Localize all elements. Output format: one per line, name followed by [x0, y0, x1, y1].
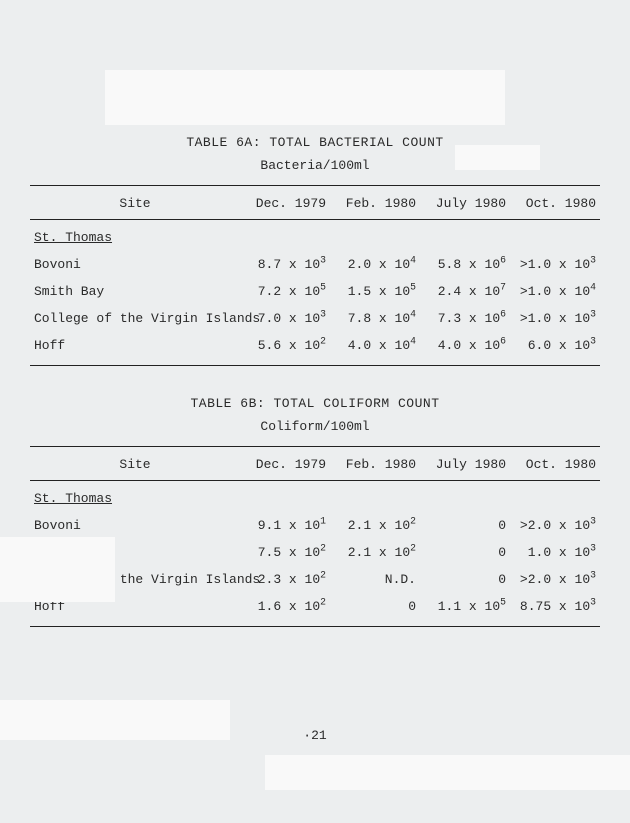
value-cell: 0: [330, 593, 420, 627]
scan-highlight-patch: [105, 70, 505, 125]
value-cell: 6.0 x 103: [510, 332, 600, 366]
site-cell: College of the Virgin Islands: [30, 305, 240, 332]
scan-highlight-patch: [265, 755, 630, 790]
table-row: College of the Virgin Islands7.0 x 1037.…: [30, 305, 600, 332]
scan-highlight-patch: [455, 145, 540, 170]
site-cell: Bovoni: [30, 251, 240, 278]
table-6a-body: St. Thomas Bovoni8.7 x 1032.0 x 1045.8 x…: [30, 220, 600, 366]
value-cell: 8.75 x 103: [510, 593, 600, 627]
value-cell: >2.0 x 103: [510, 512, 600, 539]
value-cell: 1.6 x 102: [240, 593, 330, 627]
value-cell: 7.5 x 102: [240, 539, 330, 566]
scanned-page: TABLE 6A: TOTAL BACTERIAL COUNT Bacteria…: [0, 0, 630, 823]
col-site: Site: [30, 186, 240, 220]
col-site: Site: [30, 447, 240, 481]
value-cell: 7.2 x 105: [240, 278, 330, 305]
table-header-row: Site Dec. 1979 Feb. 1980 July 1980 Oct. …: [30, 186, 600, 220]
value-cell: 0: [420, 539, 510, 566]
site-cell: Bovoni: [30, 512, 240, 539]
table-6b-block: TABLE 6B: TOTAL COLIFORM COUNT Coliform/…: [30, 396, 600, 627]
col-dec-1979: Dec. 1979: [240, 186, 330, 220]
value-cell: 9.1 x 101: [240, 512, 330, 539]
value-cell: 4.0 x 106: [420, 332, 510, 366]
table-row: Hoff1.6 x 10201.1 x 1058.75 x 103: [30, 593, 600, 627]
col-oct-1980: Oct. 1980: [510, 186, 600, 220]
value-cell: 8.7 x 103: [240, 251, 330, 278]
table-6b-subtitle: Coliform/100ml: [30, 419, 600, 434]
value-cell: 2.0 x 104: [330, 251, 420, 278]
table-row: Hoff5.6 x 1024.0 x 1044.0 x 1066.0 x 103: [30, 332, 600, 366]
value-cell: 0: [420, 566, 510, 593]
table-6a: Site Dec. 1979 Feb. 1980 July 1980 Oct. …: [30, 185, 600, 366]
value-cell: N.D.: [330, 566, 420, 593]
value-cell: >1.0 x 103: [510, 305, 600, 332]
value-cell: 1.0 x 103: [510, 539, 600, 566]
site-cell: Hoff: [30, 332, 240, 366]
table-row: Bovoni8.7 x 1032.0 x 1045.8 x 106>1.0 x …: [30, 251, 600, 278]
table-row: Bovoni9.1 x 1012.1 x 1020>2.0 x 103: [30, 512, 600, 539]
section-label: St. Thomas: [34, 491, 112, 506]
value-cell: >2.0 x 103: [510, 566, 600, 593]
table-6b-body: St. Thomas Bovoni9.1 x 1012.1 x 1020>2.0…: [30, 481, 600, 627]
col-july-1980: July 1980: [420, 447, 510, 481]
col-july-1980: July 1980: [420, 186, 510, 220]
value-cell: 2.1 x 102: [330, 539, 420, 566]
section-row: St. Thomas: [30, 220, 600, 252]
value-cell: 7.3 x 106: [420, 305, 510, 332]
value-cell: >1.0 x 104: [510, 278, 600, 305]
value-cell: >1.0 x 103: [510, 251, 600, 278]
value-cell: 5.8 x 106: [420, 251, 510, 278]
col-feb-1980: Feb. 1980: [330, 447, 420, 481]
value-cell: 1.5 x 105: [330, 278, 420, 305]
value-cell: 2.1 x 102: [330, 512, 420, 539]
table-row: College of the Virgin Islands2.3 x 102N.…: [30, 566, 600, 593]
value-cell: 7.8 x 104: [330, 305, 420, 332]
table-row: Smith Bay7.2 x 1051.5 x 1052.4 x 107>1.0…: [30, 278, 600, 305]
page-number: ·21: [0, 728, 630, 743]
value-cell: 4.0 x 104: [330, 332, 420, 366]
section-row: St. Thomas: [30, 481, 600, 513]
table-header-row: Site Dec. 1979 Feb. 1980 July 1980 Oct. …: [30, 447, 600, 481]
col-dec-1979: Dec. 1979: [240, 447, 330, 481]
value-cell: 2.4 x 107: [420, 278, 510, 305]
value-cell: 5.6 x 102: [240, 332, 330, 366]
table-row: Smith Bay7.5 x 1022.1 x 10201.0 x 103: [30, 539, 600, 566]
scan-highlight-patch: [0, 537, 115, 602]
table-6b: Site Dec. 1979 Feb. 1980 July 1980 Oct. …: [30, 446, 600, 627]
col-feb-1980: Feb. 1980: [330, 186, 420, 220]
table-6b-title: TABLE 6B: TOTAL COLIFORM COUNT: [30, 396, 600, 411]
site-cell: Smith Bay: [30, 278, 240, 305]
value-cell: 1.1 x 105: [420, 593, 510, 627]
col-oct-1980: Oct. 1980: [510, 447, 600, 481]
value-cell: 0: [420, 512, 510, 539]
section-label: St. Thomas: [34, 230, 112, 245]
